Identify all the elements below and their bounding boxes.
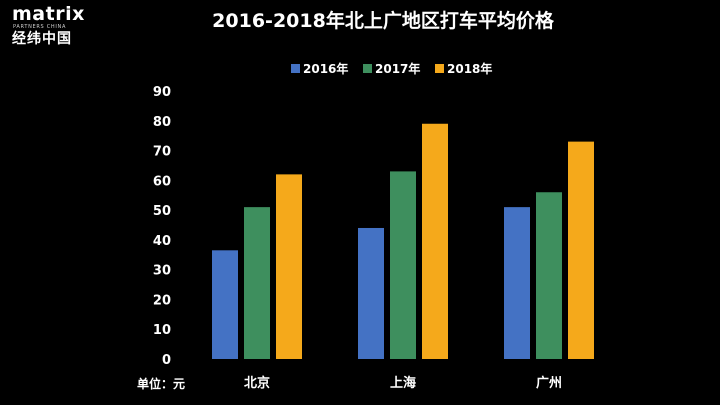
bar-3-3	[568, 141, 594, 359]
legend-label: 2017年	[375, 61, 420, 76]
chart-title: 2016-2018年北上广地区打车平均价格	[212, 9, 555, 32]
bar-2-3	[536, 192, 562, 359]
y-tick-label: 90	[153, 85, 171, 100]
legend-swatch	[363, 64, 372, 73]
y-tick-label: 30	[153, 264, 171, 279]
y-tick-label: 50	[153, 204, 171, 219]
logo-chinese-name: 经纬中国	[12, 31, 72, 47]
bar-3-1	[276, 174, 302, 359]
legend-swatch	[291, 64, 300, 73]
bar-1-3	[504, 207, 530, 359]
x-category-label: 北京	[244, 375, 270, 391]
y-tick-label: 80	[153, 115, 171, 130]
bar-1-1	[212, 250, 238, 359]
x-axis: 北京 上海 广州	[244, 375, 562, 391]
y-tick-label: 70	[153, 145, 171, 160]
y-tick-label: 40	[153, 234, 171, 249]
unit-label: 单位：元	[137, 376, 185, 391]
logo-wordmark: matrix	[12, 3, 85, 25]
x-category-label: 上海	[390, 375, 416, 391]
bar-2-1	[244, 207, 270, 359]
bar-2-2	[390, 171, 416, 359]
bar-1-2	[358, 227, 384, 359]
chart-legend: 2016年 2017年 2018年	[291, 61, 492, 76]
y-tick-label: 60	[153, 174, 171, 189]
bars	[212, 123, 594, 359]
y-tick-label: 10	[153, 323, 171, 338]
legend-swatch	[435, 64, 444, 73]
y-tick-label: 20	[153, 293, 171, 308]
legend-label: 2018年	[447, 61, 492, 76]
y-axis: 0 10 20 30 40 50 60 70 80 90	[153, 85, 171, 368]
y-tick-label: 0	[162, 353, 171, 368]
legend-label: 2016年	[303, 61, 348, 76]
bar-3-2	[422, 123, 448, 359]
logo-subtitle: PARTNERS CHINA	[13, 24, 67, 30]
matrix-logo: matrix PARTNERS CHINA 经纬中国	[12, 4, 92, 48]
x-category-label: 广州	[536, 375, 562, 391]
